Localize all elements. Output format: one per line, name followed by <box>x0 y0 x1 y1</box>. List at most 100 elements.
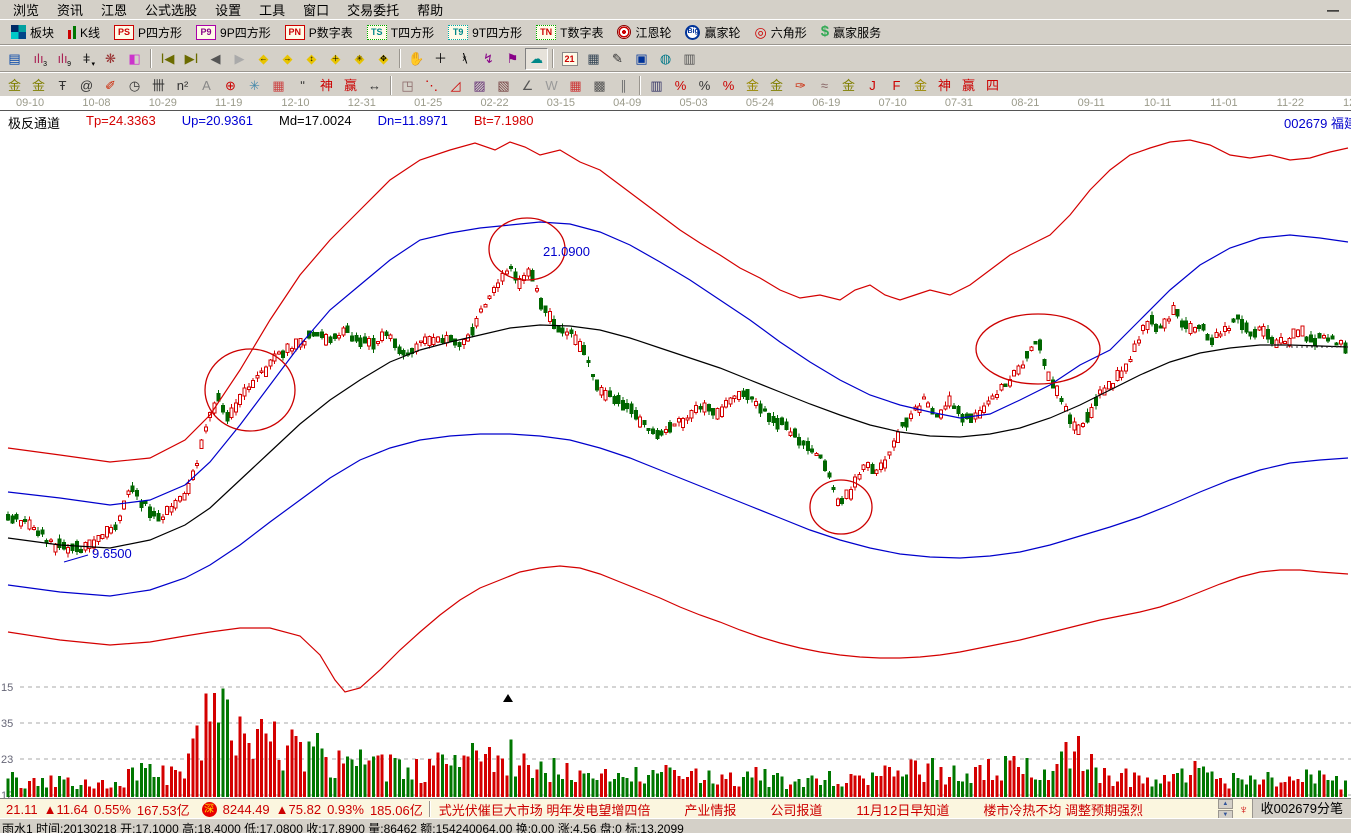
gann-percent-icon[interactable]: % <box>693 74 716 97</box>
red-circle-annotation[interactable] <box>204 348 296 432</box>
toolbar-item-winner-wheel[interactable]: Big 赢家轮 <box>678 24 747 41</box>
chart-9min-icon[interactable]: ılı 9 <box>51 47 74 70</box>
minimize-button[interactable]: — <box>1327 2 1339 17</box>
toolbar-item-t-number[interactable]: TN T数字表 <box>529 24 610 41</box>
hand-tool-icon[interactable]: ✋ <box>405 47 428 70</box>
color-histogram-icon[interactable]: ◧ <box>123 47 146 70</box>
first-bar-icon[interactable]: Ⅰ◀ <box>156 47 179 70</box>
calendar-icon[interactable]: 21 <box>558 47 581 70</box>
diamond-cross-icon[interactable]: ◆ ＋ <box>324 47 347 70</box>
gann-angle-a-icon[interactable]: A <box>195 74 218 97</box>
gann-shen-ruler-icon[interactable]: 神 <box>315 74 338 97</box>
print-icon[interactable]: ▥ <box>678 47 701 70</box>
menu-item-设置[interactable]: 设置 <box>215 3 242 18</box>
red-circle-annotation[interactable] <box>975 313 1101 385</box>
menu-item-资讯[interactable]: 资讯 <box>57 3 84 18</box>
gann-zigzag-icon[interactable]: W <box>540 74 563 97</box>
price-label[interactable]: 9.6500 <box>92 546 132 561</box>
toolbar-item-9t-square[interactable]: T9 9T四方形 <box>441 24 529 41</box>
gann-shade-box-icon[interactable]: ▨ <box>468 74 491 97</box>
kline-period-icon[interactable]: ǂ ▾ <box>75 47 98 70</box>
web-icon[interactable]: ◍ <box>654 47 677 70</box>
diamond-right-icon[interactable]: ◆ → <box>276 47 299 70</box>
trend-pointer-tool-icon[interactable]: ↯ <box>477 47 500 70</box>
gann-gold-ruler-icon[interactable]: 金 <box>3 74 26 97</box>
diamond-move-icon[interactable]: ◆ ✥ <box>372 47 395 70</box>
gann-pattern-box-icon[interactable]: ▧ <box>492 74 515 97</box>
gann-quote-mark-icon[interactable]: ʺ <box>291 74 314 97</box>
calculator-icon[interactable]: ▦ <box>582 47 605 70</box>
toolbar-item-winner-service[interactable]: $ 赢家服务 <box>814 24 888 41</box>
gann-circle-cross-icon[interactable]: ⊕ <box>219 74 242 97</box>
ticker-scroll-up-button[interactable]: ▲ <box>1217 799 1233 809</box>
gann-grid-target-icon[interactable]: ▦ <box>267 74 290 97</box>
toolbar-item-blocks[interactable]: 板块 <box>4 24 61 41</box>
formula-knot-icon[interactable]: ❋ <box>99 47 122 70</box>
crosshair-tool-icon[interactable]: ＋ <box>429 47 452 70</box>
gann-gold-circle-icon[interactable]: 金 <box>741 74 764 97</box>
save-icon[interactable]: ▣ <box>630 47 653 70</box>
menu-item-窗口[interactable]: 窗口 <box>303 3 330 18</box>
gann-gold-lines-icon[interactable]: 金 <box>765 74 788 97</box>
toolbar-item-p-number[interactable]: PN P数字表 <box>278 24 360 41</box>
marker-triangle[interactable] <box>503 694 513 702</box>
prev-bar-icon[interactable]: ◀ <box>204 47 227 70</box>
gann-shen-angle-icon[interactable]: 神 <box>933 74 956 97</box>
diamond-star-icon[interactable]: ◆ ✳ <box>348 47 371 70</box>
notepad-icon[interactable]: ✎ <box>606 47 629 70</box>
annotations-layer[interactable]: 21.0900 9.6500 <box>63 217 1101 702</box>
last-bar-icon[interactable]: ▶Ⅰ <box>180 47 203 70</box>
toolbar-item-hexagon[interactable]: ◎ 六角形 <box>747 24 813 41</box>
menu-item-浏览[interactable]: 浏览 <box>13 3 40 18</box>
diamond-left-icon[interactable]: ◆ ← <box>252 47 275 70</box>
toolbar-item-t-square[interactable]: TS T四方形 <box>360 24 441 41</box>
menu-item-帮助[interactable]: 帮助 <box>417 3 444 18</box>
gann-fan-box-icon[interactable]: ◿ <box>444 74 467 97</box>
gann-width-arrow-icon[interactable]: ↔ <box>363 74 386 97</box>
news-ticker-item[interactable]: 11月12日早知道 <box>856 802 950 818</box>
gann-comb-ruler-icon[interactable]: 卌 <box>147 74 170 97</box>
gann-f-ruler-icon[interactable]: Ŧ <box>51 74 74 97</box>
gann-percent-line-icon[interactable]: % <box>717 74 740 97</box>
gann-percent-slash-icon[interactable]: % <box>669 74 692 97</box>
gann-clock-circle-icon[interactable]: ◷ <box>123 74 146 97</box>
gann-square-n2-icon[interactable]: n² <box>171 74 194 97</box>
toolbar-item-9p-square[interactable]: P9 9P四方形 <box>189 24 278 41</box>
diamond-vertical-icon[interactable]: ◆ ↕ <box>300 47 323 70</box>
red-circle-annotation[interactable] <box>809 479 873 535</box>
gann-web-icon[interactable]: ✳ <box>243 74 266 97</box>
menu-item-交易委托[interactable]: 交易委托 <box>347 3 400 18</box>
gann-gold-angle-icon[interactable]: 金 <box>909 74 932 97</box>
gann-pen-bars-icon[interactable]: ✑ <box>789 74 812 97</box>
gann-gold-ruler2-icon[interactable]: 金 <box>27 74 50 97</box>
price-label[interactable]: 21.0900 <box>543 244 590 259</box>
news-ticker-item[interactable]: 式光伏催巨大市场 明年发电望增四倍 <box>438 802 651 818</box>
gann-shape-tool-icon[interactable]: ⚑ <box>501 47 524 70</box>
toolbar-item-p-square[interactable]: PS P四方形 <box>107 24 189 41</box>
gann-ying-ruler-icon[interactable]: 赢 <box>339 74 362 97</box>
gann-si-angle-icon[interactable]: 四 <box>981 74 1004 97</box>
gann-gold-underline-icon[interactable]: 金 <box>837 74 860 97</box>
news-ticker-item[interactable]: 公司报道 <box>770 802 823 818</box>
gann-j-angle-icon[interactable]: J <box>861 74 884 97</box>
gann-f-angle-icon[interactable]: F <box>885 74 908 97</box>
gann-grid-pattern-icon[interactable]: ▩ <box>588 74 611 97</box>
erase-line-tool-icon[interactable]: ∖ x <box>453 47 476 70</box>
gann-red-rays-icon[interactable]: ⋱ <box>420 74 443 97</box>
gann-red-grid-icon[interactable]: ▦ <box>564 74 587 97</box>
smart-cloud-tool-icon[interactable]: ☁ <box>525 47 548 70</box>
gann-ying-angle-icon[interactable]: 赢 <box>957 74 980 97</box>
news-ticker-item[interactable]: 楼市冷热不均 调整预期强烈 <box>983 802 1143 818</box>
gann-parallel-lines-icon[interactable]: ∥ <box>612 74 635 97</box>
menu-item-公式选股[interactable]: 公式选股 <box>145 3 198 18</box>
gann-bars-badge-icon[interactable]: ▥ <box>645 74 668 97</box>
gann-spiral-icon[interactable]: @ <box>75 74 98 97</box>
next-bar-icon[interactable]: ▶ <box>228 47 251 70</box>
gann-wave-icon[interactable]: ≈ <box>813 74 836 97</box>
quote-list-icon[interactable]: ▤ <box>3 47 26 70</box>
chart-3min-icon[interactable]: ılı 3 <box>27 47 50 70</box>
gann-corner-box-icon[interactable]: ◳ <box>396 74 419 97</box>
menu-item-江恩[interactable]: 江恩 <box>101 3 128 18</box>
red-circle-annotation[interactable] <box>488 217 566 281</box>
gann-brush-icon[interactable]: ✐ <box>99 74 122 97</box>
